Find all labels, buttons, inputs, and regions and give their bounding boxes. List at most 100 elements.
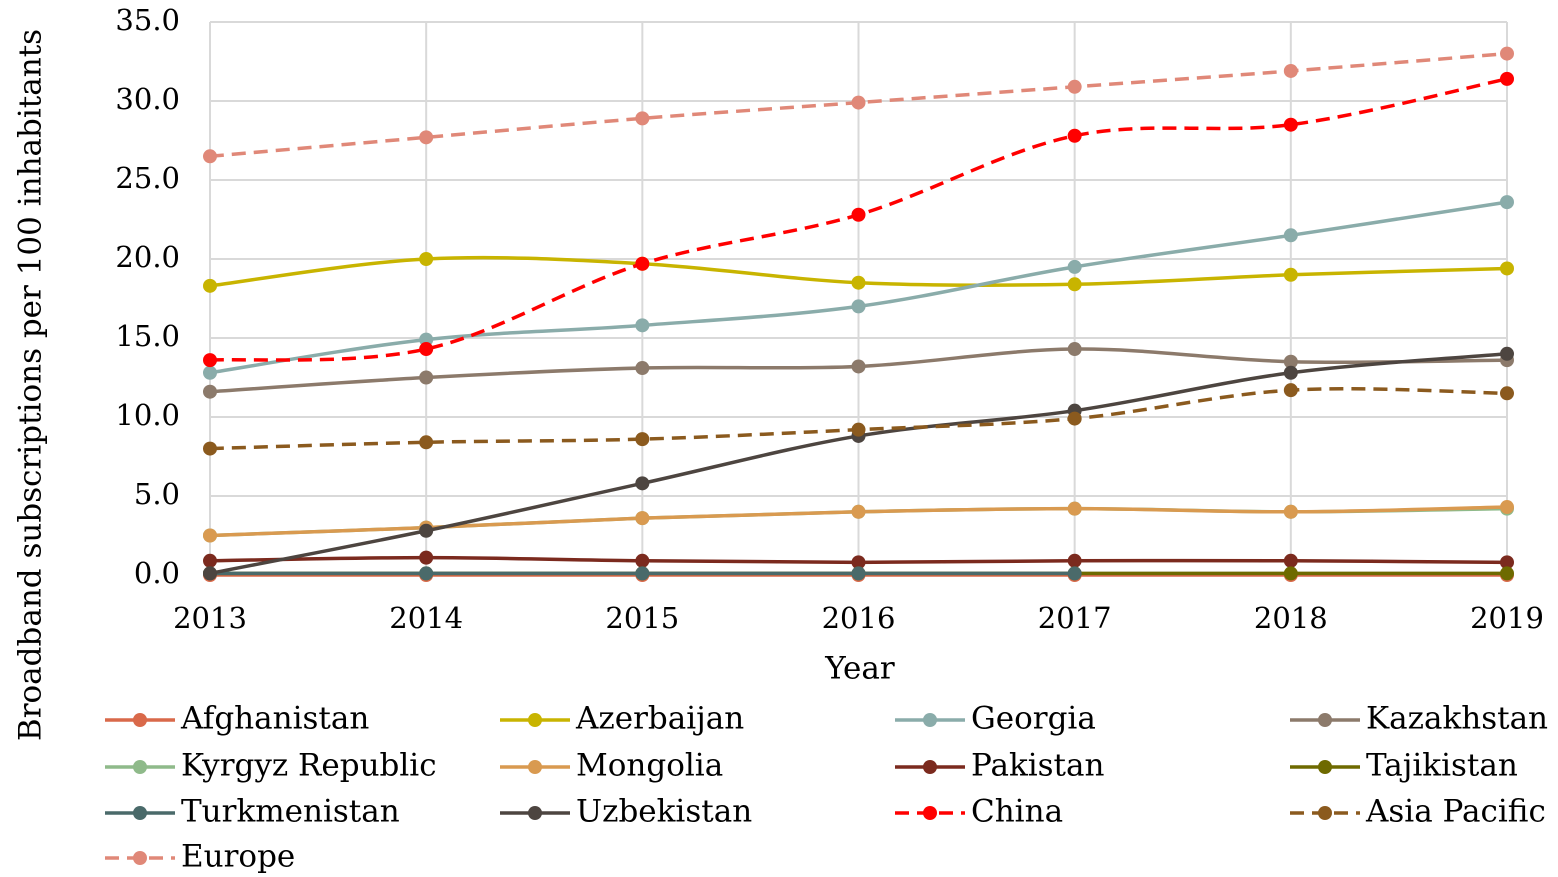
legend-label: Kazakhstan xyxy=(1366,701,1548,737)
data-point xyxy=(203,278,217,293)
y-tick-label: 15.0 xyxy=(115,319,180,353)
legend-marker xyxy=(1318,713,1332,727)
data-point xyxy=(419,566,434,581)
legend-label: Kyrgyz Republic xyxy=(181,748,437,784)
data-point xyxy=(203,365,217,380)
data-point xyxy=(419,342,434,357)
data-point xyxy=(203,528,217,543)
data-point xyxy=(1283,365,1298,380)
legend-label: China xyxy=(971,794,1063,830)
data-point xyxy=(203,384,217,399)
x-tick-label: 2014 xyxy=(389,601,463,635)
data-point xyxy=(1283,117,1298,132)
data-point xyxy=(1500,555,1514,570)
legend-marker xyxy=(133,851,147,865)
data-point xyxy=(1500,195,1514,210)
data-point xyxy=(1500,46,1514,61)
data-point xyxy=(1283,566,1298,581)
data-point xyxy=(1067,501,1082,516)
data-point xyxy=(419,550,434,565)
x-tick-label: 2019 xyxy=(1470,601,1544,635)
data-point xyxy=(635,476,650,491)
data-point xyxy=(635,361,650,376)
x-tick-label: 2013 xyxy=(173,601,247,635)
data-point xyxy=(1500,386,1514,401)
data-point xyxy=(1283,383,1298,398)
data-point xyxy=(419,523,434,538)
legend-label: Tajikistan xyxy=(1366,748,1518,784)
data-point xyxy=(1067,79,1082,94)
data-point xyxy=(851,566,866,581)
data-point xyxy=(1067,411,1082,426)
legend-marker xyxy=(923,760,937,774)
data-point xyxy=(203,149,217,164)
legend-marker xyxy=(923,713,937,727)
x-tick-label: 2016 xyxy=(822,601,896,635)
legend-label: Georgia xyxy=(971,701,1096,737)
data-point xyxy=(635,256,650,271)
data-point xyxy=(851,359,866,374)
data-point xyxy=(851,299,866,314)
data-point xyxy=(1283,228,1298,243)
data-point xyxy=(635,111,650,126)
legend-marker xyxy=(528,806,542,820)
legend-label: Azerbaijan xyxy=(575,701,744,737)
legend-label: Asia Pacific xyxy=(1365,794,1546,830)
data-point xyxy=(1283,63,1298,78)
legend-label: Europe xyxy=(181,839,295,875)
data-point xyxy=(851,275,866,290)
data-point xyxy=(851,207,866,222)
y-tick-label: 35.0 xyxy=(115,3,180,37)
data-point xyxy=(1283,553,1298,568)
data-point xyxy=(1067,128,1082,143)
data-point xyxy=(851,555,866,570)
data-point xyxy=(203,353,217,368)
legend-label: Afghanistan xyxy=(180,701,369,737)
data-point xyxy=(1067,259,1082,274)
legend-marker xyxy=(1318,760,1332,774)
data-point xyxy=(1067,277,1082,292)
data-point xyxy=(419,130,434,145)
legend-marker xyxy=(133,713,147,727)
x-tick-label: 2018 xyxy=(1254,601,1328,635)
x-axis-label: Year xyxy=(824,651,895,687)
data-point xyxy=(635,566,650,581)
x-tick-label: 2015 xyxy=(605,601,679,635)
data-point xyxy=(419,435,434,450)
y-tick-label: 0.0 xyxy=(134,556,180,590)
legend-marker xyxy=(1318,806,1332,820)
y-tick-label: 5.0 xyxy=(134,477,180,511)
data-point xyxy=(1500,71,1514,86)
legend-marker xyxy=(133,760,147,774)
data-point xyxy=(635,432,650,447)
data-point xyxy=(419,370,434,385)
legend-marker xyxy=(528,760,542,774)
y-tick-label: 20.0 xyxy=(115,240,180,274)
data-point xyxy=(635,511,650,526)
data-point xyxy=(1283,354,1298,369)
legend-marker xyxy=(528,713,542,727)
data-point xyxy=(1283,504,1298,519)
data-point xyxy=(1067,566,1082,581)
y-axis-label: Broadband subscriptions per 100 inhabita… xyxy=(13,29,49,741)
data-point xyxy=(203,441,217,456)
data-point xyxy=(1500,261,1514,276)
y-tick-label: 25.0 xyxy=(115,161,180,195)
legend-label: Pakistan xyxy=(971,748,1104,784)
legend-label: Mongolia xyxy=(576,748,723,784)
legend-marker xyxy=(133,806,147,820)
data-point xyxy=(851,95,866,110)
data-point xyxy=(203,553,217,568)
data-point xyxy=(1500,500,1514,515)
data-point xyxy=(851,504,866,519)
legend-label: Turkmenistan xyxy=(181,794,400,830)
legend-label: Uzbekistan xyxy=(576,794,752,830)
data-point xyxy=(1500,566,1514,581)
data-point xyxy=(635,318,650,333)
data-point xyxy=(203,566,217,581)
data-point xyxy=(635,553,650,568)
data-point xyxy=(419,252,434,266)
y-tick-label: 30.0 xyxy=(115,82,180,116)
data-point xyxy=(1283,267,1298,282)
